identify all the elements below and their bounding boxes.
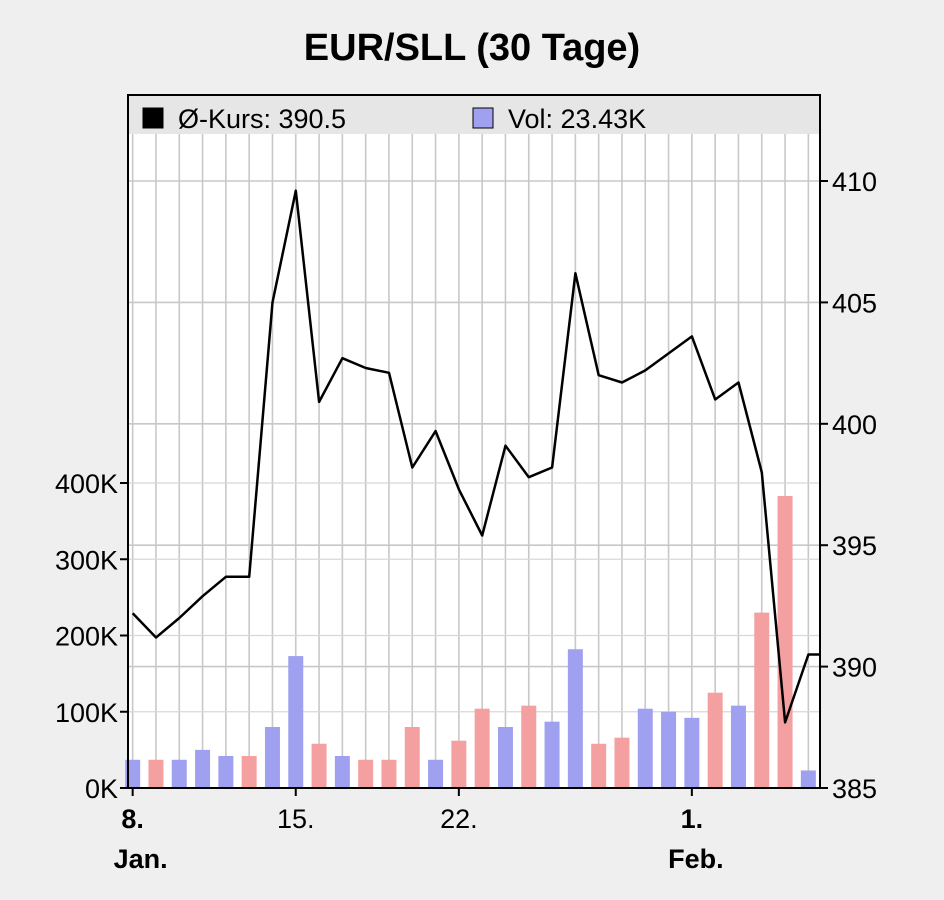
volume-bar	[334, 755, 350, 788]
date-tick-label: 15.	[277, 804, 315, 834]
date-tick-label: 1.	[681, 804, 704, 834]
volume-bar	[311, 743, 327, 788]
chart-title: EUR/SLL (30 Tage)	[304, 27, 640, 69]
volume-bar	[544, 721, 560, 788]
volume-tick-label: 100K	[55, 698, 118, 728]
volume-bar	[171, 759, 187, 788]
volume-bar	[661, 711, 677, 788]
date-tick-month: Jan.	[114, 844, 168, 874]
volume-bar	[195, 749, 211, 788]
volume-tick-label: 200K	[55, 622, 118, 652]
price-axis: 385 390 395 400 405 410	[820, 167, 877, 804]
volume-bar	[428, 759, 444, 788]
volume-bar	[218, 755, 234, 788]
volume-bar	[637, 708, 653, 788]
date-tick-label: 8.	[121, 804, 144, 834]
volume-tick-label: 400K	[55, 469, 118, 499]
volume-bar	[684, 717, 700, 788]
volume-bar	[730, 705, 746, 788]
volume-tick-label: 0K	[85, 774, 118, 804]
price-line	[131, 189, 820, 724]
volume-bar	[800, 770, 816, 788]
volume-bar	[707, 692, 723, 788]
volume-bar	[474, 708, 490, 788]
price-tick-label: 385	[832, 774, 877, 804]
date-tick-label: 22.	[440, 804, 478, 834]
volume-bar	[404, 727, 420, 788]
volume-bar	[288, 656, 304, 788]
volume-bar	[777, 495, 793, 788]
price-tick-label: 410	[832, 167, 877, 197]
date-tick-month: Feb.	[668, 844, 724, 874]
volume-axis: 0K 100K 200K 300K 400K	[55, 469, 128, 804]
volume-bar	[614, 737, 630, 788]
legend: Ø-Kurs: 390.5 Vol: 23.43K	[142, 104, 646, 134]
volume-bar	[241, 755, 257, 788]
price-tick-label: 405	[832, 288, 877, 318]
legend-label-kurs: Ø-Kurs: 390.5	[178, 104, 346, 134]
volume-bar	[754, 612, 770, 788]
volume-bar	[567, 649, 583, 788]
volume-bars	[125, 495, 816, 788]
volume-bar	[521, 705, 537, 788]
legend-swatch-vol	[472, 107, 494, 129]
legend-label-vol: Vol: 23.43K	[508, 104, 646, 134]
volume-bar	[591, 743, 607, 788]
volume-bar	[358, 759, 374, 788]
plot-area	[128, 95, 820, 788]
plot-frame	[127, 94, 821, 789]
volume-tick-label: 300K	[55, 545, 118, 575]
grid-lines	[128, 95, 820, 789]
price-tick-label: 400	[832, 410, 877, 440]
price-line-group	[131, 189, 820, 724]
date-axis: 8. Jan. 15. 22. 1. Feb.	[114, 788, 724, 874]
volume-bar	[381, 759, 397, 788]
volume-bar	[497, 727, 513, 788]
volume-bar	[148, 759, 164, 788]
legend-swatch-kurs	[142, 107, 164, 129]
volume-bar	[451, 740, 467, 788]
volume-bar	[264, 727, 280, 788]
price-tick-label: 390	[832, 653, 877, 683]
price-tick-label: 395	[832, 531, 877, 561]
